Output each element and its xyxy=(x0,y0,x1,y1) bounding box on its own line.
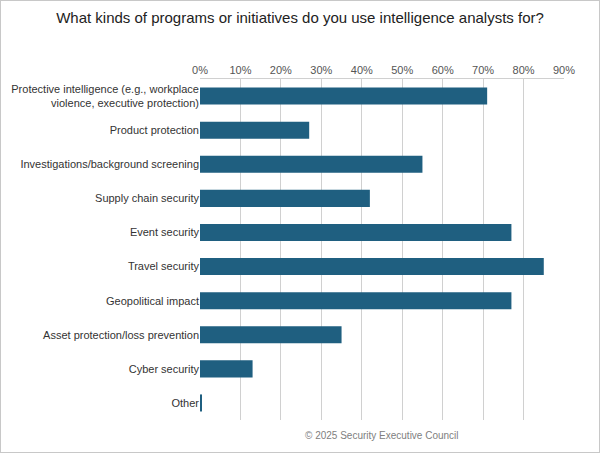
svg-text:Geopolitical impact: Geopolitical impact xyxy=(106,295,199,307)
svg-text:30%: 30% xyxy=(310,64,332,76)
svg-text:Product protection: Product protection xyxy=(110,124,199,136)
svg-text:50%: 50% xyxy=(391,64,413,76)
svg-text:10%: 10% xyxy=(229,64,251,76)
svg-text:40%: 40% xyxy=(351,64,373,76)
svg-text:Other: Other xyxy=(171,397,199,409)
svg-text:Supply chain security: Supply chain security xyxy=(95,192,199,204)
svg-text:0%: 0% xyxy=(192,64,208,76)
svg-text:Cyber security: Cyber security xyxy=(129,363,200,375)
svg-text:What kinds of programs or init: What kinds of programs or initiatives do… xyxy=(56,9,544,26)
svg-text:Event security: Event security xyxy=(130,226,200,238)
svg-text:20%: 20% xyxy=(270,64,292,76)
svg-text:Protective intelligence (e.g.,: Protective intelligence (e.g., workplace… xyxy=(11,83,199,109)
svg-text:70%: 70% xyxy=(472,64,494,76)
svg-text:80%: 80% xyxy=(513,64,535,76)
svg-text:60%: 60% xyxy=(432,64,454,76)
svg-text:Asset protection/loss preventi: Asset protection/loss prevention xyxy=(43,329,199,341)
svg-text:90%: 90% xyxy=(553,64,575,76)
svg-text:Investigations/background scre: Investigations/background screening xyxy=(20,158,199,170)
svg-text:© 2025 Security Executive Coun: © 2025 Security Executive Council xyxy=(305,430,459,441)
svg-text:Travel security: Travel security xyxy=(128,260,200,272)
